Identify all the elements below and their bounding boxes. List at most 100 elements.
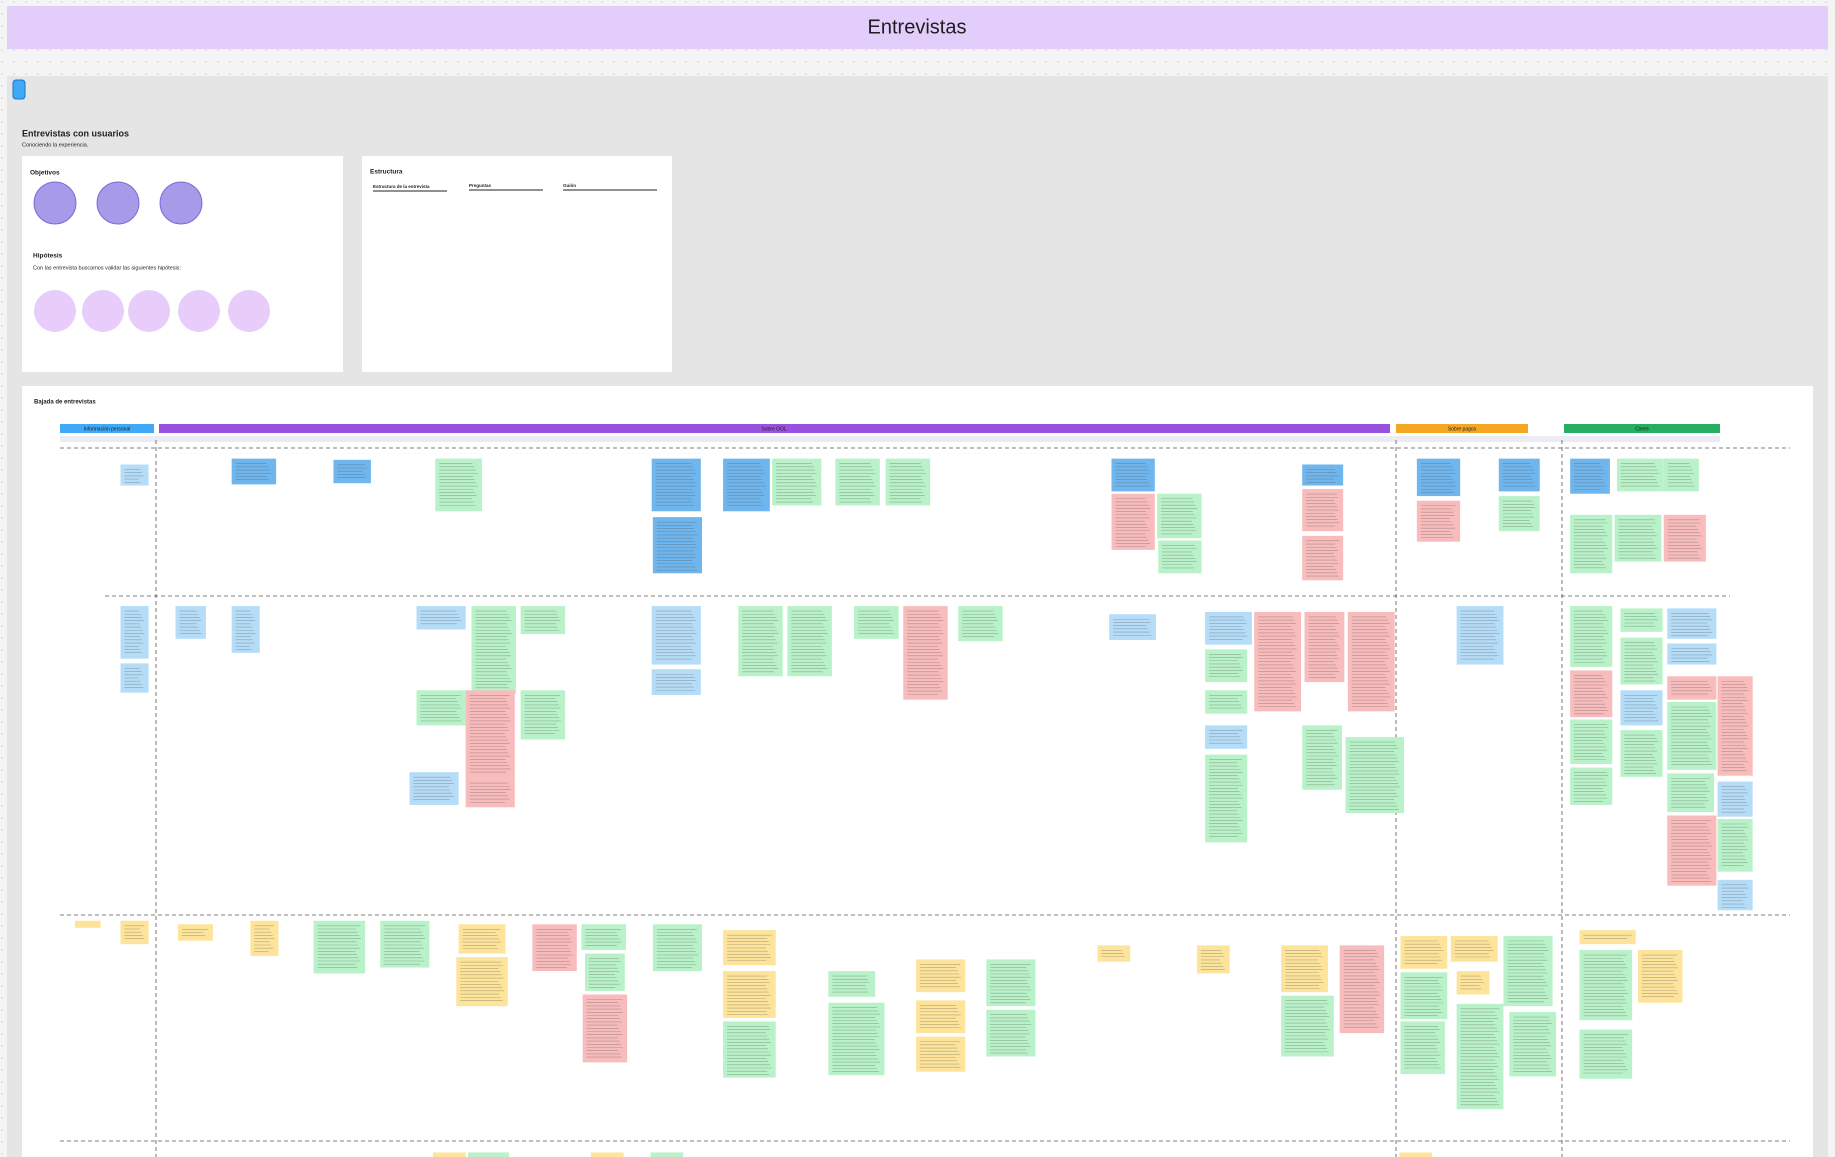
sticky-note[interactable] [854,606,899,639]
sticky-note[interactable] [652,924,702,972]
sticky-note[interactable] [1345,737,1405,814]
sticky-note[interactable] [1254,611,1302,712]
sticky-note[interactable] [1717,819,1753,872]
sticky-note[interactable] [177,924,213,941]
sticky-note[interactable] [1498,458,1540,492]
sticky-note[interactable] [723,971,776,1018]
sticky-note[interactable] [1717,676,1753,776]
sticky-note[interactable] [1205,690,1248,714]
sticky-note[interactable] [456,957,508,1007]
sticky-note[interactable] [250,920,279,956]
sticky-note[interactable] [1667,773,1715,812]
sticky-note[interactable] [416,606,466,630]
sticky-note[interactable] [1616,458,1664,492]
sticky-note[interactable] [723,930,776,966]
sticky-note[interactable] [1302,489,1344,532]
sticky-note[interactable] [1570,606,1613,667]
sticky-note[interactable] [916,1000,966,1034]
sticky-note[interactable] [520,606,566,635]
sticky-note[interactable] [986,1009,1036,1057]
sticky-note[interactable] [585,953,625,991]
sticky-note[interactable] [986,959,1036,1007]
sticky-note[interactable] [432,1152,466,1157]
sticky-note[interactable] [1400,936,1448,969]
sticky-note[interactable] [1205,754,1248,843]
sticky-note[interactable] [1304,611,1345,683]
sticky-note[interactable] [1302,725,1342,790]
sticky-note[interactable] [1456,1003,1504,1110]
sticky-note[interactable] [1717,781,1753,817]
sticky-note[interactable] [1097,945,1131,962]
sticky-note[interactable] [1503,936,1553,1007]
sticky-note[interactable] [787,606,832,677]
sticky-note[interactable] [723,458,770,512]
sticky-note[interactable] [231,458,277,485]
sticky-note[interactable] [1667,702,1717,770]
sticky-note[interactable] [1509,1012,1557,1077]
sticky-note[interactable] [1667,608,1717,639]
sticky-note[interactable] [916,959,966,993]
sticky-note[interactable] [1620,690,1663,726]
sticky-note[interactable] [1620,637,1663,685]
sticky-note[interactable] [828,1002,885,1076]
sticky-note[interactable] [380,920,430,968]
sticky-note[interactable] [1620,608,1663,632]
sticky-note[interactable] [1111,458,1155,492]
sticky-note[interactable] [1579,1029,1633,1079]
sticky-note[interactable] [581,924,626,951]
sticky-note[interactable] [1205,649,1248,683]
sticky-note[interactable] [1663,514,1706,562]
sticky-note[interactable] [723,1021,776,1078]
sticky-note[interactable] [1416,500,1461,542]
sticky-note[interactable] [1667,815,1717,886]
sticky-note[interactable] [231,606,260,653]
sticky-note[interactable] [582,994,628,1063]
sticky-note[interactable] [120,663,149,693]
sticky-note[interactable] [1416,458,1461,497]
sticky-note[interactable] [1302,535,1344,581]
sticky-note[interactable] [1570,670,1613,718]
sticky-note[interactable] [409,772,459,805]
sticky-note[interactable] [1400,972,1448,1020]
sticky-note[interactable] [652,517,702,574]
sticky-note[interactable] [1157,493,1202,539]
sticky-note[interactable] [175,606,206,639]
sticky-note[interactable] [74,920,101,928]
sticky-note[interactable] [1620,730,1663,777]
sticky-note[interactable] [651,458,701,512]
sticky-note[interactable] [465,690,515,779]
sticky-note[interactable] [738,606,783,677]
sticky-note[interactable] [1717,879,1753,911]
sticky-note[interactable] [1281,945,1328,993]
sticky-note[interactable] [958,606,1003,642]
sticky-note[interactable] [1111,493,1155,550]
sticky-note[interactable] [435,458,483,512]
sticky-note[interactable] [1302,464,1344,486]
sticky-note[interactable] [651,669,701,695]
sticky-note[interactable] [120,606,149,659]
sticky-note[interactable] [885,458,931,506]
sticky-note[interactable] [120,464,149,486]
sticky-note[interactable] [651,606,701,665]
sticky-note[interactable] [903,606,948,700]
sticky-note[interactable] [468,1152,509,1157]
sticky-note[interactable] [1579,930,1636,945]
sticky-note[interactable] [1667,643,1717,665]
sticky-note[interactable] [1570,767,1613,805]
sticky-note[interactable] [1570,719,1613,765]
sticky-note[interactable] [772,458,822,506]
sticky-note[interactable] [1399,1152,1433,1157]
sticky-note[interactable] [1498,496,1540,532]
sticky-note[interactable] [1570,514,1613,574]
sticky-note[interactable] [1158,540,1202,574]
sticky-note[interactable] [465,778,515,808]
sticky-note[interactable] [1570,458,1610,494]
sticky-note[interactable] [828,971,876,997]
sticky-note[interactable] [835,458,880,506]
sticky-note[interactable] [1456,971,1490,995]
sticky-note[interactable] [916,1036,966,1072]
sticky-note[interactable] [1347,611,1395,712]
sticky-note[interactable] [650,1152,684,1157]
sticky-note[interactable] [1400,1021,1445,1075]
sticky-note[interactable] [1450,936,1498,962]
